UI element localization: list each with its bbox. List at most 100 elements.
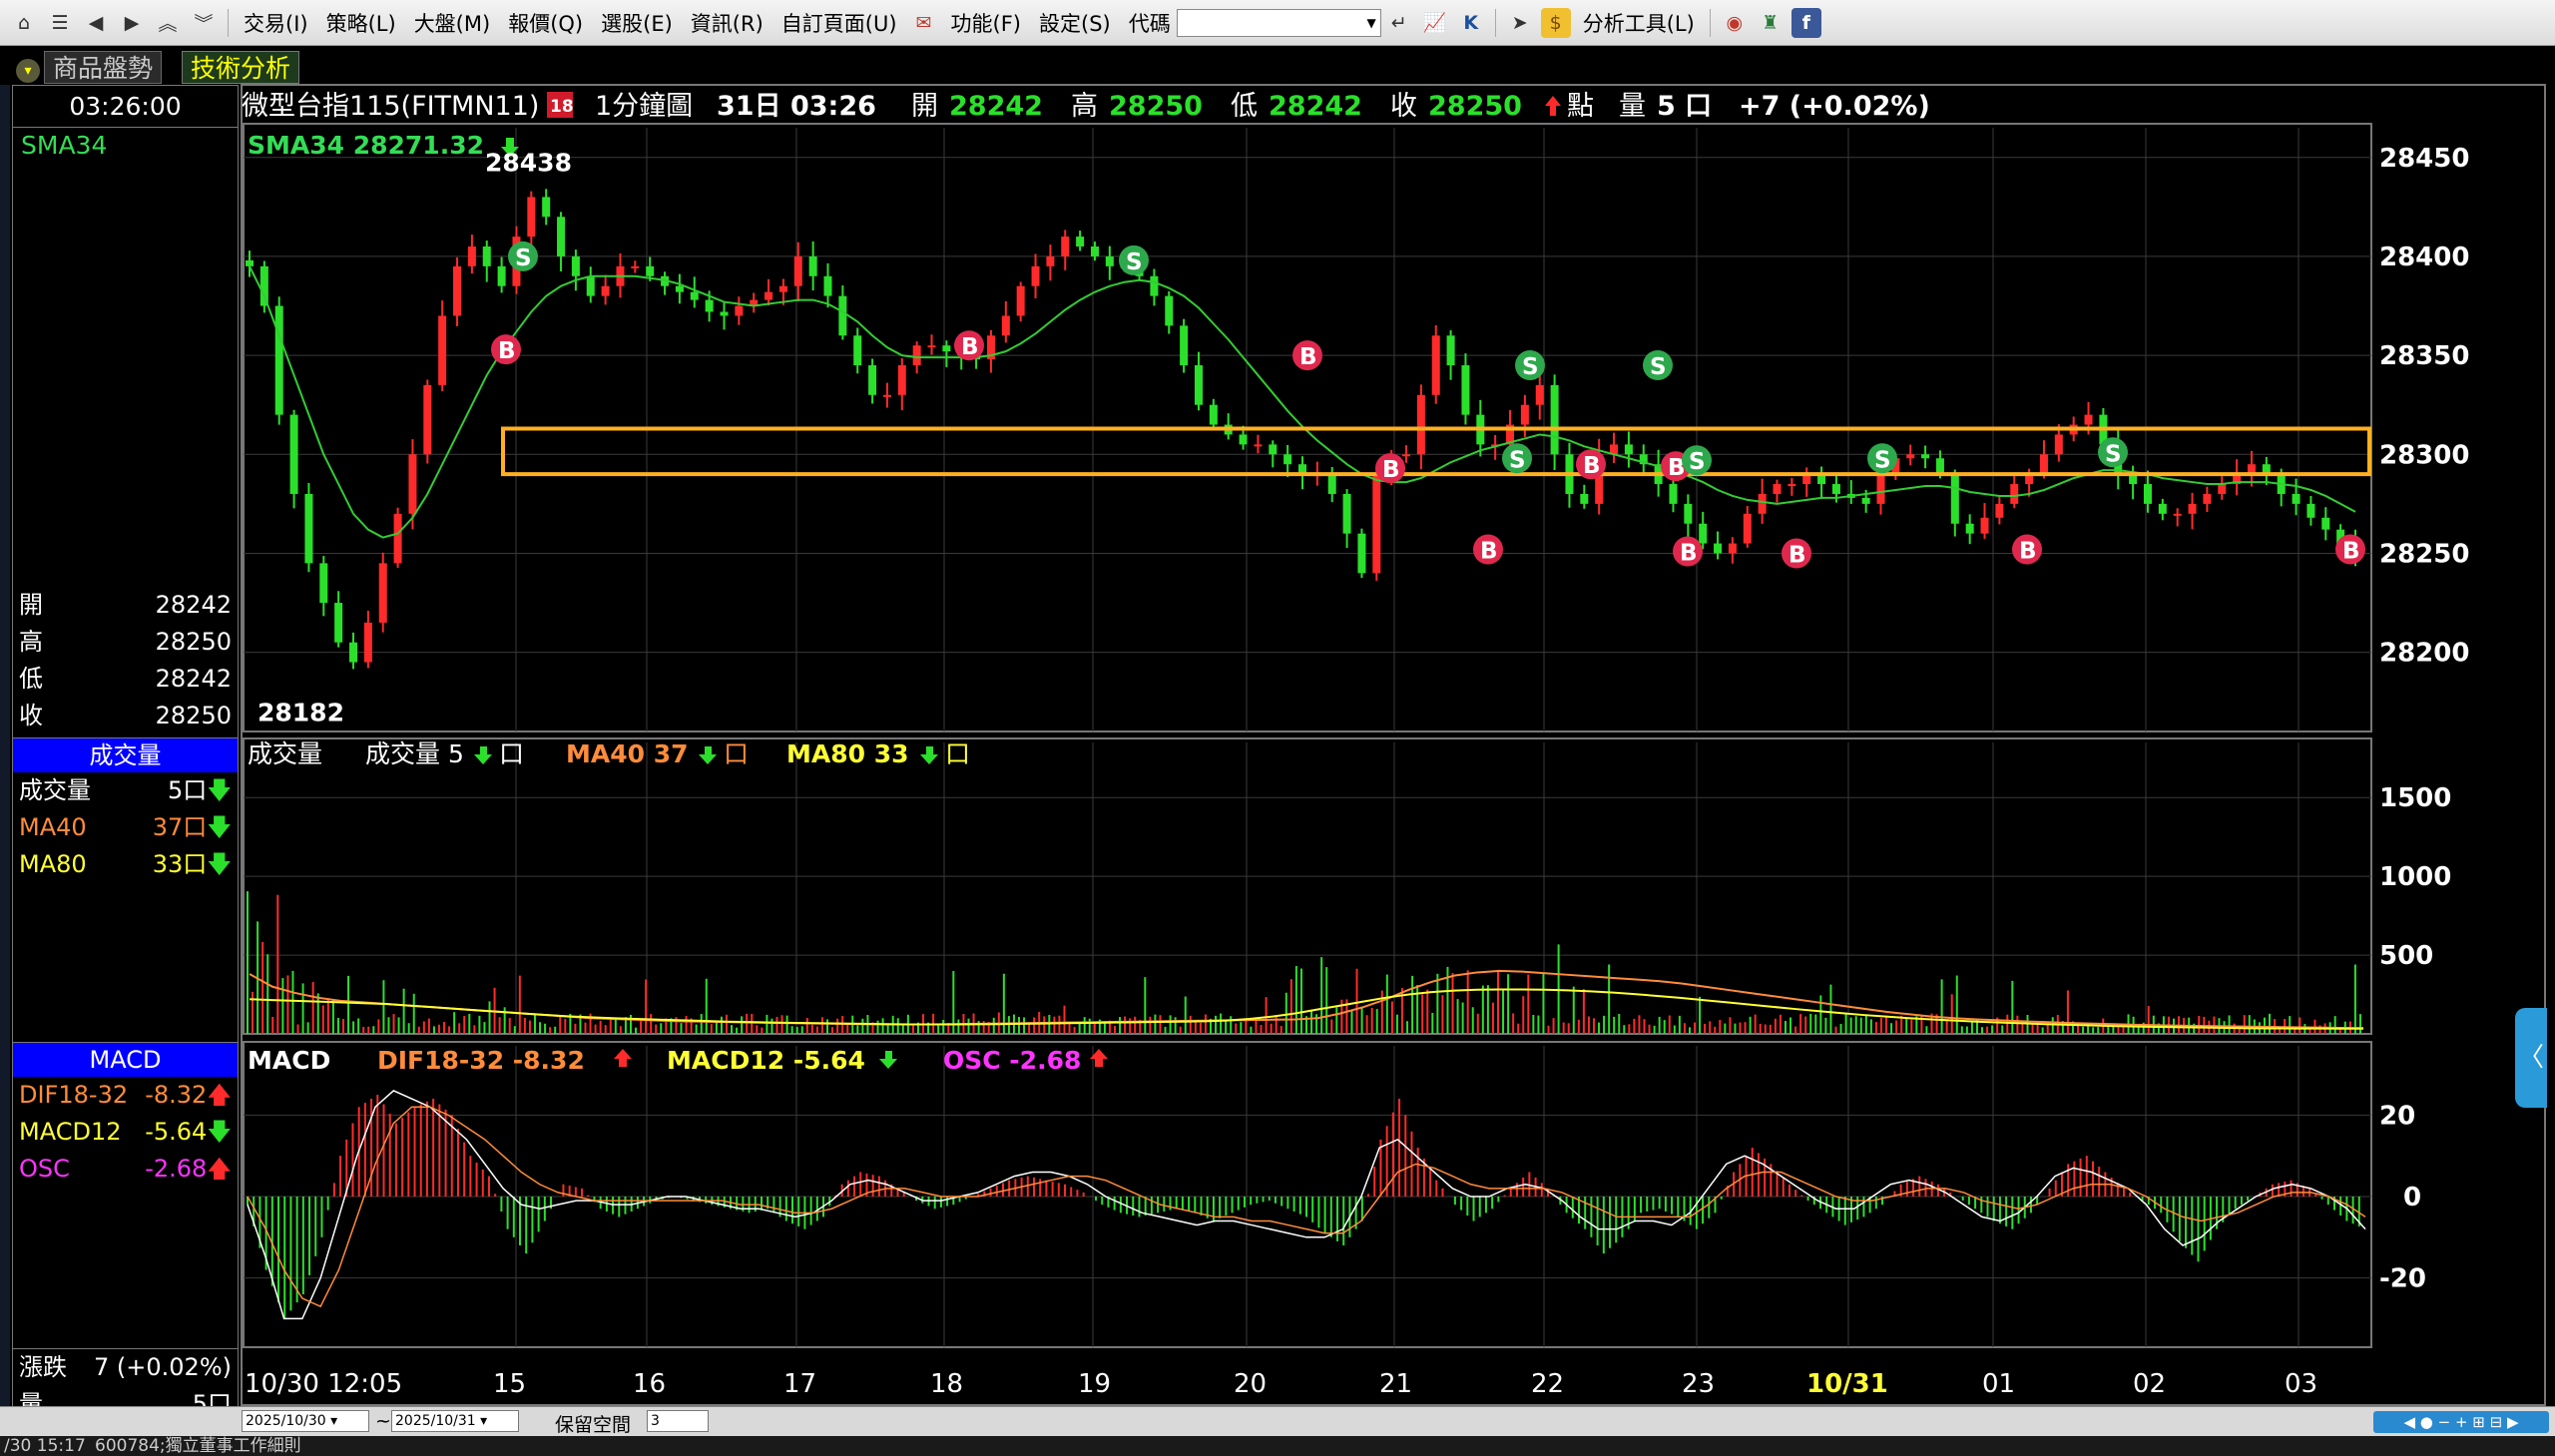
person-icon[interactable]: ♜ bbox=[1762, 11, 1780, 34]
down-arrow-icon bbox=[920, 746, 938, 764]
expand-up-icon[interactable]: ︽ bbox=[158, 13, 178, 35]
up-arrow-icon bbox=[1090, 1049, 1108, 1067]
menu-strategy[interactable]: 策略(L) bbox=[325, 11, 396, 36]
candle-body bbox=[1001, 315, 1010, 336]
volume-row-label: MA40 bbox=[19, 813, 87, 841]
candle-body bbox=[1298, 464, 1306, 475]
candle-body bbox=[1595, 454, 1604, 504]
sell-signal-icon: S bbox=[1502, 443, 1532, 474]
signal-letter: S bbox=[1126, 249, 1143, 275]
facebook-icon[interactable]: f bbox=[1790, 7, 1821, 38]
sell-signal-icon: S bbox=[508, 241, 538, 271]
volume-ma40-line bbox=[249, 969, 2364, 1030]
menu-custom-page[interactable]: 自訂頁面(U) bbox=[780, 11, 897, 36]
menu-analysis-tools[interactable]: 分析工具(L) bbox=[1582, 11, 1695, 36]
age-badge: 18 bbox=[550, 97, 574, 117]
end-date-select[interactable]: 2025/10/31 ▾ bbox=[391, 1410, 519, 1432]
change-value: 7 (+0.02%) bbox=[94, 1353, 232, 1381]
candle-body bbox=[601, 285, 610, 296]
tab-market[interactable]: 商品盤勢 bbox=[44, 51, 163, 84]
menu-settings[interactable]: 設定(S) bbox=[1039, 11, 1111, 36]
signal-letter: B bbox=[1480, 539, 1498, 565]
tab-technical-analysis[interactable]: 技術分析 bbox=[182, 51, 300, 84]
close-value: 28250 bbox=[1428, 91, 1522, 122]
menu-trade[interactable]: 交易(I) bbox=[244, 11, 308, 36]
menu-market[interactable]: 大盤(M) bbox=[413, 11, 491, 36]
candle-body bbox=[750, 299, 759, 306]
down-arrow-icon bbox=[474, 746, 492, 764]
signal-letter: B bbox=[2019, 539, 2037, 565]
candle-body bbox=[793, 255, 802, 286]
macd-row-label: OSC bbox=[19, 1155, 70, 1183]
menu-stock-picker[interactable]: 選股(E) bbox=[601, 11, 673, 36]
candle-body bbox=[1180, 325, 1189, 366]
cursor-icon[interactable]: ➤ bbox=[1511, 11, 1528, 34]
candle-body bbox=[1817, 474, 1826, 485]
signal-circle bbox=[1515, 350, 1545, 381]
expand-down-icon[interactable]: ︾ bbox=[194, 13, 214, 35]
candle-body bbox=[1416, 394, 1425, 455]
enter-icon[interactable]: ↵ bbox=[1390, 11, 1407, 34]
collapse-side-button[interactable]: 〈 bbox=[2515, 1008, 2547, 1108]
signal-letter: B bbox=[1583, 453, 1601, 479]
candle-body bbox=[1624, 444, 1633, 455]
candle-body bbox=[1714, 543, 1723, 554]
back-arrow-icon[interactable]: ◀ bbox=[88, 11, 104, 34]
x-tick-label: 23 bbox=[1682, 1369, 1715, 1399]
buy-signal-icon: B bbox=[2335, 534, 2365, 565]
candle-body bbox=[690, 291, 699, 300]
list-icon[interactable]: ☰ bbox=[51, 11, 69, 34]
candle-body bbox=[1165, 295, 1174, 326]
datetime-label: 31日 03:26 bbox=[717, 91, 876, 122]
buy-signal-icon: B bbox=[1473, 534, 1503, 565]
candle-body bbox=[1980, 517, 1989, 534]
close-label: 收 bbox=[1390, 91, 1417, 122]
start-date-select[interactable]: 2025/10/30 ▾ bbox=[242, 1410, 369, 1432]
highlight-rectangle bbox=[501, 426, 2371, 477]
candle-body bbox=[1728, 543, 1737, 554]
open-value: 28242 bbox=[949, 91, 1043, 122]
mail-icon[interactable]: ✉ bbox=[915, 11, 932, 34]
signal-circle bbox=[1375, 453, 1405, 484]
candle-body bbox=[1076, 237, 1085, 247]
dollar-icon[interactable]: $ bbox=[1540, 7, 1571, 38]
high-label: 高 bbox=[1071, 91, 1098, 122]
zoom-controls[interactable]: ◀ ● − + ⊞ ⊟ ▶ bbox=[2373, 1411, 2549, 1433]
candle-body bbox=[1891, 458, 1900, 475]
forward-arrow-icon[interactable]: ▶ bbox=[124, 11, 140, 34]
menu-info[interactable]: 資訊(R) bbox=[690, 11, 764, 36]
candle-body bbox=[274, 305, 283, 415]
signal-letter: S bbox=[1522, 354, 1539, 380]
change-row: 漲跌 7 (+0.02%) bbox=[13, 1349, 238, 1386]
volume-row: MA40 37口🡇 bbox=[13, 809, 238, 846]
candle-body bbox=[586, 275, 595, 296]
home-icon[interactable]: ⌂ bbox=[17, 11, 31, 34]
technical-chart[interactable]: 微型台指115(FITMN11) 18 1分鐘圖 31日 03:26 開 282… bbox=[0, 0, 2555, 1406]
candle-body bbox=[1995, 503, 2004, 518]
candle-body bbox=[778, 285, 787, 292]
candle-body bbox=[438, 315, 447, 385]
k-line-icon[interactable]: K bbox=[1463, 11, 1479, 34]
buy-signal-icon: B bbox=[1782, 538, 1811, 569]
volume-tick-label: 1500 bbox=[2379, 783, 2451, 813]
chart-icon[interactable]: 📈 bbox=[1422, 12, 1447, 34]
tab-menu-icon[interactable]: ▾ bbox=[16, 59, 40, 83]
record-icon[interactable]: ◉ bbox=[1726, 11, 1744, 34]
candle-body bbox=[1699, 523, 1708, 544]
candle-body bbox=[527, 197, 536, 238]
macd-tick-label: 0 bbox=[2403, 1183, 2421, 1213]
candle-body bbox=[408, 454, 417, 514]
candle-body bbox=[897, 365, 906, 395]
macd-panel-macd: MACD12 -5.64 bbox=[667, 1046, 865, 1075]
x-tick-label: 20 bbox=[1234, 1369, 1267, 1399]
signal-circle bbox=[2012, 534, 2042, 565]
up-arrow-icon bbox=[614, 1049, 632, 1067]
candle-body bbox=[1357, 533, 1366, 574]
sell-signal-icon: S bbox=[1515, 350, 1545, 381]
menu-function[interactable]: 功能(F) bbox=[950, 11, 1021, 36]
code-input[interactable]: ▼ bbox=[1176, 8, 1381, 37]
volume-row-value: 33口 bbox=[152, 850, 208, 878]
x-tick-label: 10/31 bbox=[1806, 1369, 1888, 1399]
reserve-space-input[interactable]: 3 bbox=[647, 1410, 709, 1432]
menu-quote[interactable]: 報價(Q) bbox=[508, 11, 584, 36]
